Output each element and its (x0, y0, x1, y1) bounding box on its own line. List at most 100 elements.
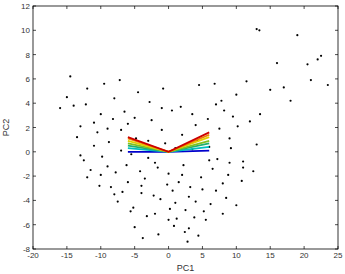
x-tick-label: 25 (334, 251, 343, 260)
scatter-point (181, 174, 183, 176)
x-tick-label: 10 (232, 251, 241, 260)
x-tick-label: 0 (166, 251, 171, 260)
y-tick (335, 54, 338, 55)
scatter-point (140, 185, 142, 187)
x-tick (33, 246, 34, 249)
scatter-point (228, 162, 230, 164)
x-tick (100, 6, 101, 9)
scatter-point (113, 97, 115, 99)
scatter-point (242, 160, 244, 162)
scatter-point (113, 193, 115, 195)
scatter-point (225, 197, 227, 199)
y-tick-label: 12 (21, 2, 30, 11)
y-tick (33, 103, 36, 104)
scatter-point (195, 124, 197, 126)
scatter-point (215, 190, 217, 192)
y-tick-label: -8 (23, 245, 31, 254)
scatter-point (198, 84, 200, 86)
scatter-point (148, 101, 150, 103)
y-tick (335, 249, 338, 250)
x-tick (66, 246, 67, 249)
scatter-point (191, 113, 193, 115)
x-tick (66, 6, 67, 9)
scatter-point (86, 88, 88, 90)
y-tick-label: 10 (21, 26, 30, 35)
scatter-point (228, 137, 230, 139)
scatter-point (222, 213, 224, 215)
scatter-point (193, 216, 195, 218)
y-tick-label: 4 (26, 99, 31, 108)
scatter-point (130, 210, 132, 212)
scatter-point (173, 225, 175, 227)
scatter-point (127, 123, 129, 125)
x-axis-label: PC1 (177, 263, 195, 273)
x-tick (134, 246, 135, 249)
x-tick (270, 246, 271, 249)
scatter-point (306, 63, 308, 65)
scatter-point (112, 118, 114, 120)
scatter-point (161, 107, 163, 109)
y-tick (33, 30, 36, 31)
scatter-point (269, 89, 271, 91)
scatter-point (130, 153, 132, 155)
scatter-point (259, 113, 261, 115)
scatter-point (235, 204, 237, 206)
scatter-point (83, 159, 85, 161)
scatter-point (208, 159, 210, 161)
scatter-point (195, 201, 197, 203)
x-tick (134, 6, 135, 9)
plot-frame (33, 6, 338, 249)
scatter-point (153, 194, 155, 196)
scatter-point (157, 166, 159, 168)
scatter-point (249, 120, 251, 122)
y-tick-label: -4 (23, 196, 31, 205)
scatter-point (157, 233, 159, 235)
scatter-point (171, 109, 173, 111)
scatter-point (134, 117, 136, 119)
y-tick-label: 2 (26, 124, 31, 133)
scatter-point (147, 157, 149, 159)
scatter-point (242, 166, 244, 168)
y-tick (335, 200, 338, 201)
scatter-point (166, 184, 168, 186)
scatter-point (200, 176, 202, 178)
x-tick (168, 6, 169, 9)
scatter-point (73, 105, 75, 107)
scatter-point (123, 111, 125, 113)
x-tick-label: -15 (61, 251, 73, 260)
scatter-point (132, 207, 134, 209)
scatter-point (90, 169, 92, 171)
scatter-point (320, 55, 322, 57)
y-tick (33, 176, 36, 177)
scatter-point (216, 158, 218, 160)
scatter-point (245, 80, 247, 82)
y-tick (335, 78, 338, 79)
scatter-point (98, 185, 100, 187)
x-tick (236, 246, 237, 249)
scatter-point (119, 79, 121, 81)
scatter-point (147, 140, 149, 142)
scatter-point (174, 202, 176, 204)
y-tick (33, 6, 36, 7)
scatter-point (134, 226, 136, 228)
y-tick (335, 151, 338, 152)
x-tick (338, 246, 339, 249)
scatter-point (137, 91, 139, 93)
scatter-point (182, 164, 184, 166)
scatter-point (117, 201, 119, 203)
scatter-point (127, 181, 129, 183)
scatter-point (283, 86, 285, 88)
scatter-point (167, 173, 169, 175)
x-tick-label: 20 (300, 251, 309, 260)
scatter-point (103, 83, 105, 85)
scatter-point (180, 106, 182, 108)
x-tick-label: -10 (95, 251, 107, 260)
x-tick (304, 246, 305, 249)
y-tick (33, 54, 36, 55)
scatter-point (66, 96, 68, 98)
scatter-point (188, 196, 190, 198)
scatter-point (139, 170, 141, 172)
scatter-point (276, 62, 278, 64)
scatter-point (125, 164, 127, 166)
scatter-point (167, 219, 169, 221)
